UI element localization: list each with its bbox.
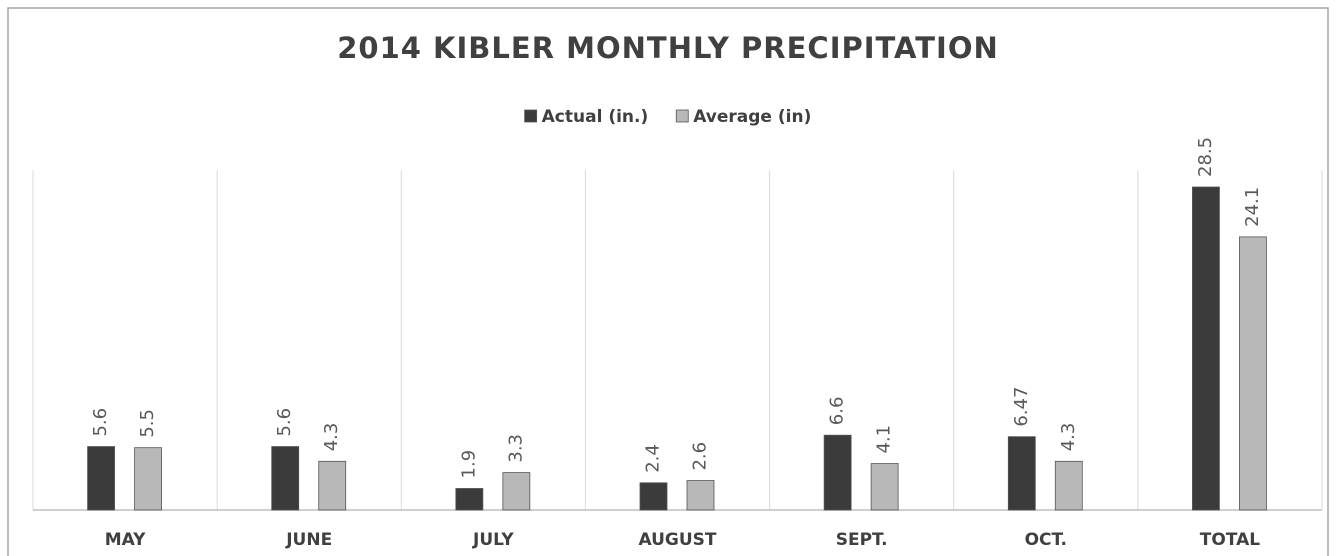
data-label: 2.4 (643, 444, 664, 473)
x-tick-label: SEPT. (836, 530, 888, 550)
x-tick-label: MAY (105, 530, 146, 550)
data-label: 4.3 (1058, 423, 1079, 452)
x-tick-label: JULY (472, 530, 514, 550)
bar (318, 460, 347, 511)
chart-title: 2014 KIBLER MONTHLY PRECIPITATION (337, 31, 999, 65)
legend-swatch (675, 109, 689, 123)
bar (1192, 186, 1220, 511)
bar (134, 447, 162, 511)
legend-swatch (524, 109, 538, 123)
data-label: 28.5 (1195, 137, 1216, 177)
x-tick-label: JUNE (285, 530, 332, 550)
legend-label: Average (in) (693, 107, 811, 127)
bar (1054, 460, 1083, 511)
x-tick-label: TOTAL (1200, 530, 1260, 550)
bar (686, 480, 715, 511)
bar (502, 472, 531, 511)
legend-label: Actual (in.) (542, 107, 649, 127)
bar (823, 434, 852, 511)
data-label: 4.1 (874, 425, 895, 454)
bar (639, 482, 668, 511)
x-tick-label: AUGUST (638, 530, 716, 550)
data-label: 3.3 (505, 434, 526, 463)
bar (870, 463, 899, 511)
data-label: 6.47 (1011, 387, 1032, 427)
legend: Actual (in.) Average (in) (524, 107, 811, 127)
bar (1007, 436, 1036, 511)
data-label: 24.1 (1242, 187, 1263, 227)
data-label: 1.9 (458, 450, 479, 479)
data-label: 5.6 (90, 408, 111, 437)
data-label: 5.6 (274, 408, 295, 437)
bar (271, 446, 300, 511)
data-label: 4.3 (321, 423, 342, 452)
x-tick-label: OCT. (1025, 530, 1067, 550)
data-label: 2.6 (690, 442, 711, 471)
bar (455, 488, 484, 511)
data-label: 5.5 (137, 409, 158, 438)
bar (1239, 236, 1267, 511)
data-label: 6.6 (827, 397, 848, 426)
chart-frame (7, 7, 1329, 556)
bar (87, 446, 115, 511)
